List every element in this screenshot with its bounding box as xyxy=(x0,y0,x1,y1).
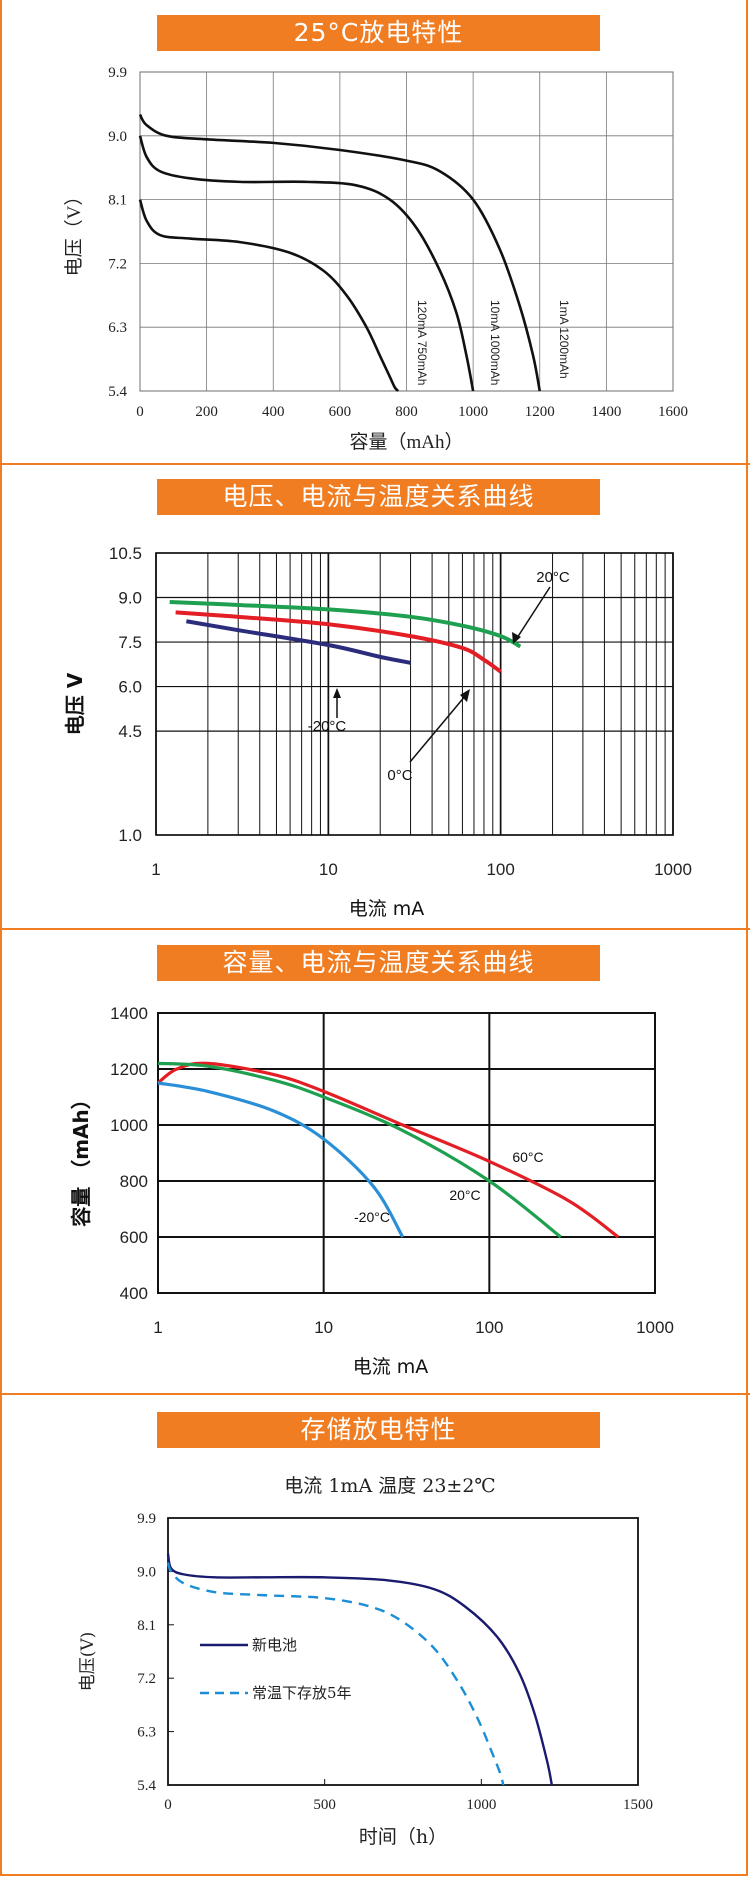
y-tick-label: 9.9 xyxy=(108,65,127,81)
y-tick-label: 1000 xyxy=(110,1116,148,1135)
x-tick-label: 1600 xyxy=(658,404,688,420)
annotation-arrow xyxy=(409,694,467,763)
x-tick-label: 1200 xyxy=(525,404,555,420)
x-tick-label: 1000 xyxy=(466,1797,496,1813)
x-tick-label: 1000 xyxy=(636,1318,674,1337)
curve-annotation: -20°C xyxy=(308,718,347,735)
series-line xyxy=(157,1061,562,1239)
legend-label: 常温下存放5年 xyxy=(252,1684,352,1702)
series-line xyxy=(138,113,542,392)
y-tick-label: 1200 xyxy=(110,1060,148,1079)
x-tick-label: 1400 xyxy=(591,404,621,420)
x-axis-label: 容量（mAh） xyxy=(349,431,463,453)
series-line xyxy=(169,599,522,649)
y-tick-label: 7.5 xyxy=(118,633,142,652)
curve-annotation: 1mA 1200mAh xyxy=(557,300,571,379)
x-tick-label: 10 xyxy=(314,1318,333,1337)
chart-title: 电压、电流与温度关系曲线 xyxy=(157,479,600,515)
section-divider xyxy=(0,1393,750,1395)
chart-title: 存储放电特性 xyxy=(157,1412,600,1448)
y-axis-label: 电压（V） xyxy=(63,187,85,277)
y-axis-label: 容量 （mAh） xyxy=(69,1089,93,1227)
y-axis-label: 电压(V) xyxy=(78,1632,98,1692)
series-line xyxy=(186,619,411,665)
curve-annotation: 20°C xyxy=(536,569,570,586)
y-tick-label: 7.2 xyxy=(108,256,127,272)
x-tick-label: 500 xyxy=(313,1797,336,1813)
x-tick-label: 100 xyxy=(486,860,514,879)
series-line xyxy=(166,1553,554,1786)
curve-annotation: 20°C xyxy=(449,1187,480,1203)
plot-area xyxy=(157,1012,656,1294)
chart-title: 25°C放电特性 xyxy=(157,15,600,51)
x-tick-label: 10 xyxy=(319,860,338,879)
x-axis-label: 电流 mA xyxy=(349,898,425,920)
curve-annotation: -20°C xyxy=(354,1209,390,1225)
y-tick-label: 9.9 xyxy=(137,1511,156,1527)
x-tick-label: 600 xyxy=(329,404,352,420)
chart-storage-discharge: 电流 1mA 温度 23±2℃ 5.4 6.3 7.2 8.1 9.0 9.9 0 500 100… xyxy=(78,1475,653,1848)
y-tick-label: 400 xyxy=(120,1284,148,1303)
curve-annotation: 0°C xyxy=(387,767,412,784)
y-tick-label: 1.0 xyxy=(118,826,142,845)
curve-annotation: 10mA 1000mAh xyxy=(488,300,502,385)
chart-capacity-current-temp: 1 10 100 1000 400 600 800 1000 1200 1400 60°C 20°C -… xyxy=(69,1004,674,1378)
x-tick-label: 400 xyxy=(262,404,285,420)
chart-voltage-current-temp: 1.0 4.5 6.0 7.5 9.0 10.5 1 10 100 1000 20°C 0°C -20°… xyxy=(63,544,692,920)
curve-annotation: 120mA 750mAh xyxy=(415,300,429,385)
y-tick-label: 6.0 xyxy=(118,678,142,697)
x-tick-label: 1000 xyxy=(654,860,692,879)
series-line xyxy=(157,1081,405,1238)
arrow-head xyxy=(512,632,521,644)
y-tick-label: 600 xyxy=(120,1228,148,1247)
y-tick-label: 6.3 xyxy=(108,320,127,336)
x-tick-label: 200 xyxy=(195,404,218,420)
chart-subtitle: 电流 1mA 温度 23±2℃ xyxy=(284,1475,495,1497)
curve-annotation: 60°C xyxy=(512,1149,543,1165)
chart-discharge-25c: 0 200 400 600 800 1000 1200 1400 1600 5.4 6.3 7.2 8.… xyxy=(63,65,688,453)
section-divider xyxy=(0,928,750,930)
plot-area xyxy=(155,552,674,836)
x-tick-label: 0 xyxy=(136,404,144,420)
series-line xyxy=(175,610,502,674)
series-line xyxy=(138,135,475,392)
plot-area xyxy=(167,1517,639,1786)
y-tick-label: 1400 xyxy=(110,1004,148,1023)
arrow-head xyxy=(333,688,341,698)
y-tick-label: 4.5 xyxy=(118,722,142,741)
y-tick-label: 6.3 xyxy=(137,1725,156,1741)
arrow-head xyxy=(460,689,470,702)
y-tick-label: 9.0 xyxy=(118,589,142,608)
y-tick-label: 7.2 xyxy=(137,1671,156,1687)
y-tick-label: 8.1 xyxy=(137,1618,156,1634)
y-tick-label: 800 xyxy=(120,1172,148,1191)
y-tick-label: 10.5 xyxy=(109,544,142,563)
x-tick-label: 1 xyxy=(153,1318,162,1337)
x-tick-label: 100 xyxy=(475,1318,503,1337)
y-tick-label: 9.0 xyxy=(108,129,127,145)
chart-title: 容量、电流与温度关系曲线 xyxy=(157,945,600,981)
x-axis-label: 时间（h） xyxy=(359,1826,447,1848)
series-line xyxy=(166,1562,505,1786)
x-tick-label: 800 xyxy=(395,404,418,420)
annotation-arrow xyxy=(516,586,551,639)
x-tick-label: 1500 xyxy=(623,1797,653,1813)
x-tick-label: 1000 xyxy=(458,404,488,420)
y-tick-label: 5.4 xyxy=(137,1778,156,1794)
series-line xyxy=(138,199,400,392)
y-tick-label: 9.0 xyxy=(137,1564,156,1580)
y-tick-label: 8.1 xyxy=(108,193,127,209)
y-tick-label: 5.4 xyxy=(108,384,127,400)
x-axis-label: 电流 mA xyxy=(353,1356,429,1378)
y-axis-label: 电压 V xyxy=(63,672,87,735)
legend-label: 新电池 xyxy=(252,1636,297,1654)
x-tick-label: 0 xyxy=(164,1797,172,1813)
section-divider xyxy=(0,463,750,465)
x-tick-label: 1 xyxy=(151,860,160,879)
